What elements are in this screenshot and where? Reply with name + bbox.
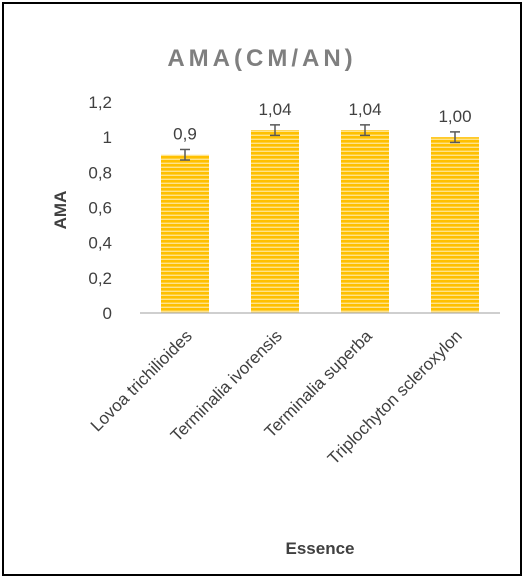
error-bar [450, 131, 460, 144]
error-bar [180, 148, 190, 161]
y-axis-label: AMA [51, 191, 70, 230]
y-tick-label: 0,8 [88, 163, 112, 182]
bar [161, 154, 209, 313]
error-bars [180, 124, 460, 161]
bar [251, 130, 299, 313]
bar [431, 137, 479, 313]
y-axis-ticks: 0 0,2 0,4 0,6 0,8 1 1,2 [88, 93, 112, 323]
data-label: 1,00 [438, 107, 471, 126]
error-bar [360, 124, 370, 137]
y-tick-label: 0,4 [88, 234, 112, 253]
data-label: 0,9 [173, 124, 197, 143]
y-tick-label: 0,6 [88, 199, 112, 218]
data-labels: 0,9 1,04 1,04 1,00 [173, 100, 471, 144]
chart-title: AMA(CM/AN) [167, 45, 356, 72]
data-label: 1,04 [348, 100, 381, 119]
y-tick-label: 1 [103, 128, 112, 147]
bar [341, 130, 389, 313]
bars [161, 130, 479, 313]
x-axis-label: Essence [286, 539, 355, 558]
y-tick-label: 0 [103, 304, 112, 323]
y-tick-label: 1,2 [88, 93, 112, 112]
data-label: 1,04 [258, 100, 291, 119]
y-tick-label: 0,2 [88, 269, 112, 288]
error-bar [270, 124, 280, 137]
